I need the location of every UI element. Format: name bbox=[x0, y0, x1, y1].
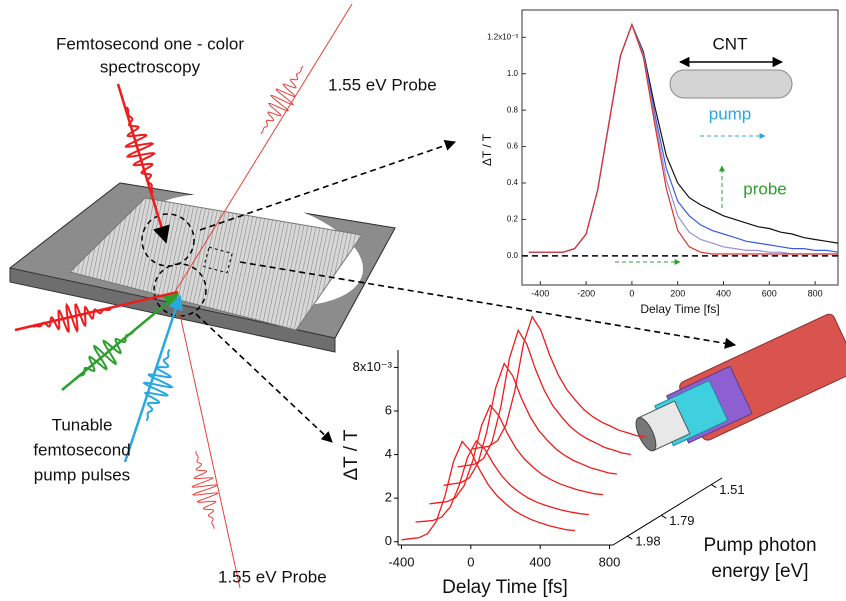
wave-packet bbox=[191, 451, 219, 529]
label: femtosecond bbox=[33, 440, 130, 459]
tube-end bbox=[635, 417, 657, 452]
zoom-region bbox=[203, 246, 233, 274]
z-axis bbox=[612, 477, 723, 546]
x-tick-label: -400 bbox=[531, 288, 549, 298]
x-tick-label: 200 bbox=[670, 288, 685, 298]
y-tick-label: 6 bbox=[385, 402, 392, 417]
probe-arrow bbox=[116, 83, 170, 244]
probe-beam-out bbox=[174, 291, 241, 589]
wave-packet bbox=[75, 330, 135, 380]
y-tick-label: 4 bbox=[385, 446, 392, 461]
data-line bbox=[471, 315, 645, 450]
nanotube-render bbox=[635, 313, 846, 452]
data-line bbox=[457, 328, 632, 468]
z-tick-label: 1.51 bbox=[719, 482, 744, 497]
pump-beam-blue bbox=[123, 294, 183, 463]
x-tick-label: -400 bbox=[388, 554, 414, 569]
pulse-packets bbox=[32, 65, 304, 529]
z-tick bbox=[627, 535, 633, 540]
x-axis-label: Delay Time [fs] bbox=[442, 577, 568, 598]
y-tick-label: 1.2x10⁻³ bbox=[487, 32, 518, 41]
y-tick-label: 8x10⁻³ bbox=[353, 359, 393, 374]
data-line bbox=[401, 440, 575, 541]
annotation: pump bbox=[709, 104, 752, 123]
nanotube-icon bbox=[669, 69, 793, 99]
data-line bbox=[528, 22, 839, 253]
label: spectroscopy bbox=[100, 57, 201, 76]
annotation: CNT bbox=[713, 34, 748, 53]
x-tick-label: 0 bbox=[629, 288, 634, 298]
x-tick-label: 400 bbox=[716, 288, 731, 298]
connector-arrow bbox=[239, 261, 737, 349]
label: 1.55 eV Probe bbox=[328, 75, 437, 94]
wave-packet bbox=[124, 106, 157, 194]
wave-packet bbox=[32, 302, 112, 334]
y-tick-label: 0.0 bbox=[507, 251, 519, 260]
y-tick-label: 1.0 bbox=[507, 69, 519, 78]
data-line bbox=[528, 22, 838, 255]
x-tick-label: 800 bbox=[599, 554, 621, 569]
connector-arrow bbox=[195, 313, 333, 443]
sample-illustration bbox=[8, 3, 396, 589]
probe-beam bbox=[174, 3, 353, 293]
z-tick-label: 1.79 bbox=[669, 513, 694, 528]
z-axis-label: energy [eV] bbox=[711, 561, 808, 582]
x-axis-label: Delay Time [fs] bbox=[640, 302, 719, 316]
y-tick-label: 0.2 bbox=[507, 215, 519, 224]
y-axis-label: ΔT / T bbox=[480, 133, 494, 166]
x-tick-label: 0 bbox=[467, 554, 474, 569]
x-tick-label: 600 bbox=[762, 288, 777, 298]
connector-arrow bbox=[199, 139, 457, 231]
data-line bbox=[528, 22, 839, 253]
label: Tunable bbox=[52, 415, 113, 434]
label: 1.55 eV Probe bbox=[218, 567, 327, 586]
data-line bbox=[443, 362, 617, 486]
y-tick-label: 0 bbox=[385, 533, 392, 548]
z-tick bbox=[660, 514, 667, 519]
wave-packet bbox=[142, 348, 174, 422]
x-tick-label: -200 bbox=[577, 288, 595, 298]
y-tick-label: 0.4 bbox=[507, 178, 519, 187]
z-tick bbox=[711, 484, 717, 489]
x-tick-label: 800 bbox=[808, 288, 823, 298]
x-tick-label: 400 bbox=[529, 554, 551, 569]
pump-beam-green bbox=[61, 293, 180, 391]
wave-packet bbox=[260, 65, 304, 135]
data-line bbox=[415, 439, 589, 523]
y-tick-label: 0.8 bbox=[507, 105, 519, 114]
y-axis-label: ΔT / T bbox=[341, 429, 362, 480]
annotation: probe bbox=[743, 179, 786, 198]
plot-frame bbox=[521, 9, 839, 286]
z-tick-label: 1.98 bbox=[635, 534, 660, 549]
y-tick-label: 2 bbox=[385, 490, 392, 505]
probe-spot bbox=[141, 213, 195, 267]
label: pump pulses bbox=[34, 465, 130, 484]
data-line bbox=[429, 404, 603, 505]
y-tick-label: 0.6 bbox=[507, 142, 519, 151]
z-axis-label: Pump photon bbox=[703, 535, 816, 556]
data-line bbox=[528, 22, 838, 255]
label: Femtosecond one - color bbox=[56, 34, 244, 53]
